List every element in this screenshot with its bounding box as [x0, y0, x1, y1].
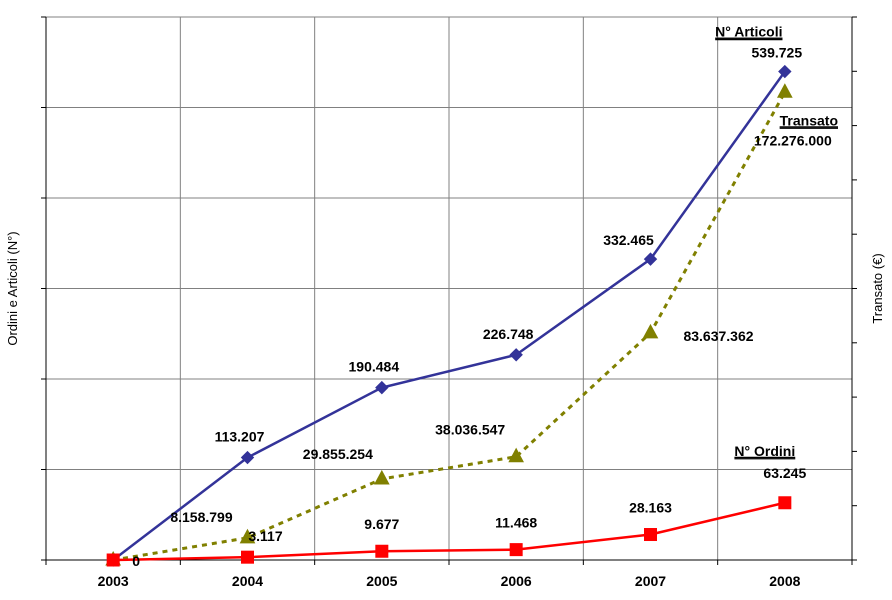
marker-diamond: [643, 252, 658, 266]
data-label: 3.117: [248, 528, 282, 544]
data-label: 539.725: [752, 45, 803, 61]
marker-square: [106, 553, 120, 567]
marker-square: [509, 543, 523, 557]
data-label: 172.276.000: [754, 132, 832, 148]
marker-square: [778, 496, 792, 510]
x-tick-label: 2005: [366, 573, 397, 589]
data-label: 9.677: [364, 516, 399, 532]
data-label: 0: [132, 553, 140, 569]
data-label: 190.484: [349, 359, 400, 375]
y-axis-right-title: Transato (€): [870, 253, 885, 323]
data-label: 332.465: [603, 232, 654, 248]
x-tick-label: 2003: [98, 573, 129, 589]
series: [105, 64, 793, 567]
marker-triangle: [239, 528, 256, 544]
marker-square: [241, 550, 254, 564]
series-line-n-articoli: [112, 70, 786, 561]
x-tick-label: 2004: [232, 573, 263, 589]
data-label: 8.158.799: [170, 509, 232, 525]
x-tick-label: 2007: [635, 573, 666, 589]
series-name-label: N° Articoli: [715, 24, 782, 40]
marker-diamond: [375, 380, 389, 395]
marker-square: [644, 528, 657, 542]
x-tick-label: 2006: [501, 573, 532, 589]
marker-triangle: [508, 447, 525, 463]
marker-diamond: [509, 348, 523, 362]
data-label: 29.855.254: [303, 446, 373, 462]
marker-diamond: [778, 64, 792, 79]
data-label: 38.036.547: [435, 422, 505, 438]
x-axis-tick-labels: 2003 2004 2005 2006 2007 2008: [98, 573, 801, 589]
grid: [45, 16, 853, 561]
x-tick-label: 2008: [769, 573, 800, 589]
data-label: 113.207: [215, 429, 265, 445]
y-axis-left-title: Ordini e Articoli (N°): [5, 231, 20, 345]
marker-square: [375, 544, 389, 558]
data-label: 63.245: [763, 465, 806, 481]
series-name-label: N° Ordini: [734, 443, 795, 459]
data-labels: 113.207 190.484 226.748 332.465 539.725 8.158…: [132, 24, 839, 569]
data-label: 83.637.362: [683, 328, 753, 344]
marker-diamond: [240, 450, 255, 465]
series-name-label: Transato: [780, 112, 838, 128]
axes: [41, 16, 857, 565]
marker-triangle: [642, 323, 659, 339]
series-line-transato: [112, 91, 787, 562]
series-line-n-ordini: [113, 501, 786, 562]
data-label: 11.468: [495, 515, 537, 531]
marker-triangle: [373, 469, 390, 485]
data-label: 226.748: [483, 326, 534, 342]
data-label: 28.163: [629, 500, 672, 516]
marker-triangle: [776, 83, 793, 98]
